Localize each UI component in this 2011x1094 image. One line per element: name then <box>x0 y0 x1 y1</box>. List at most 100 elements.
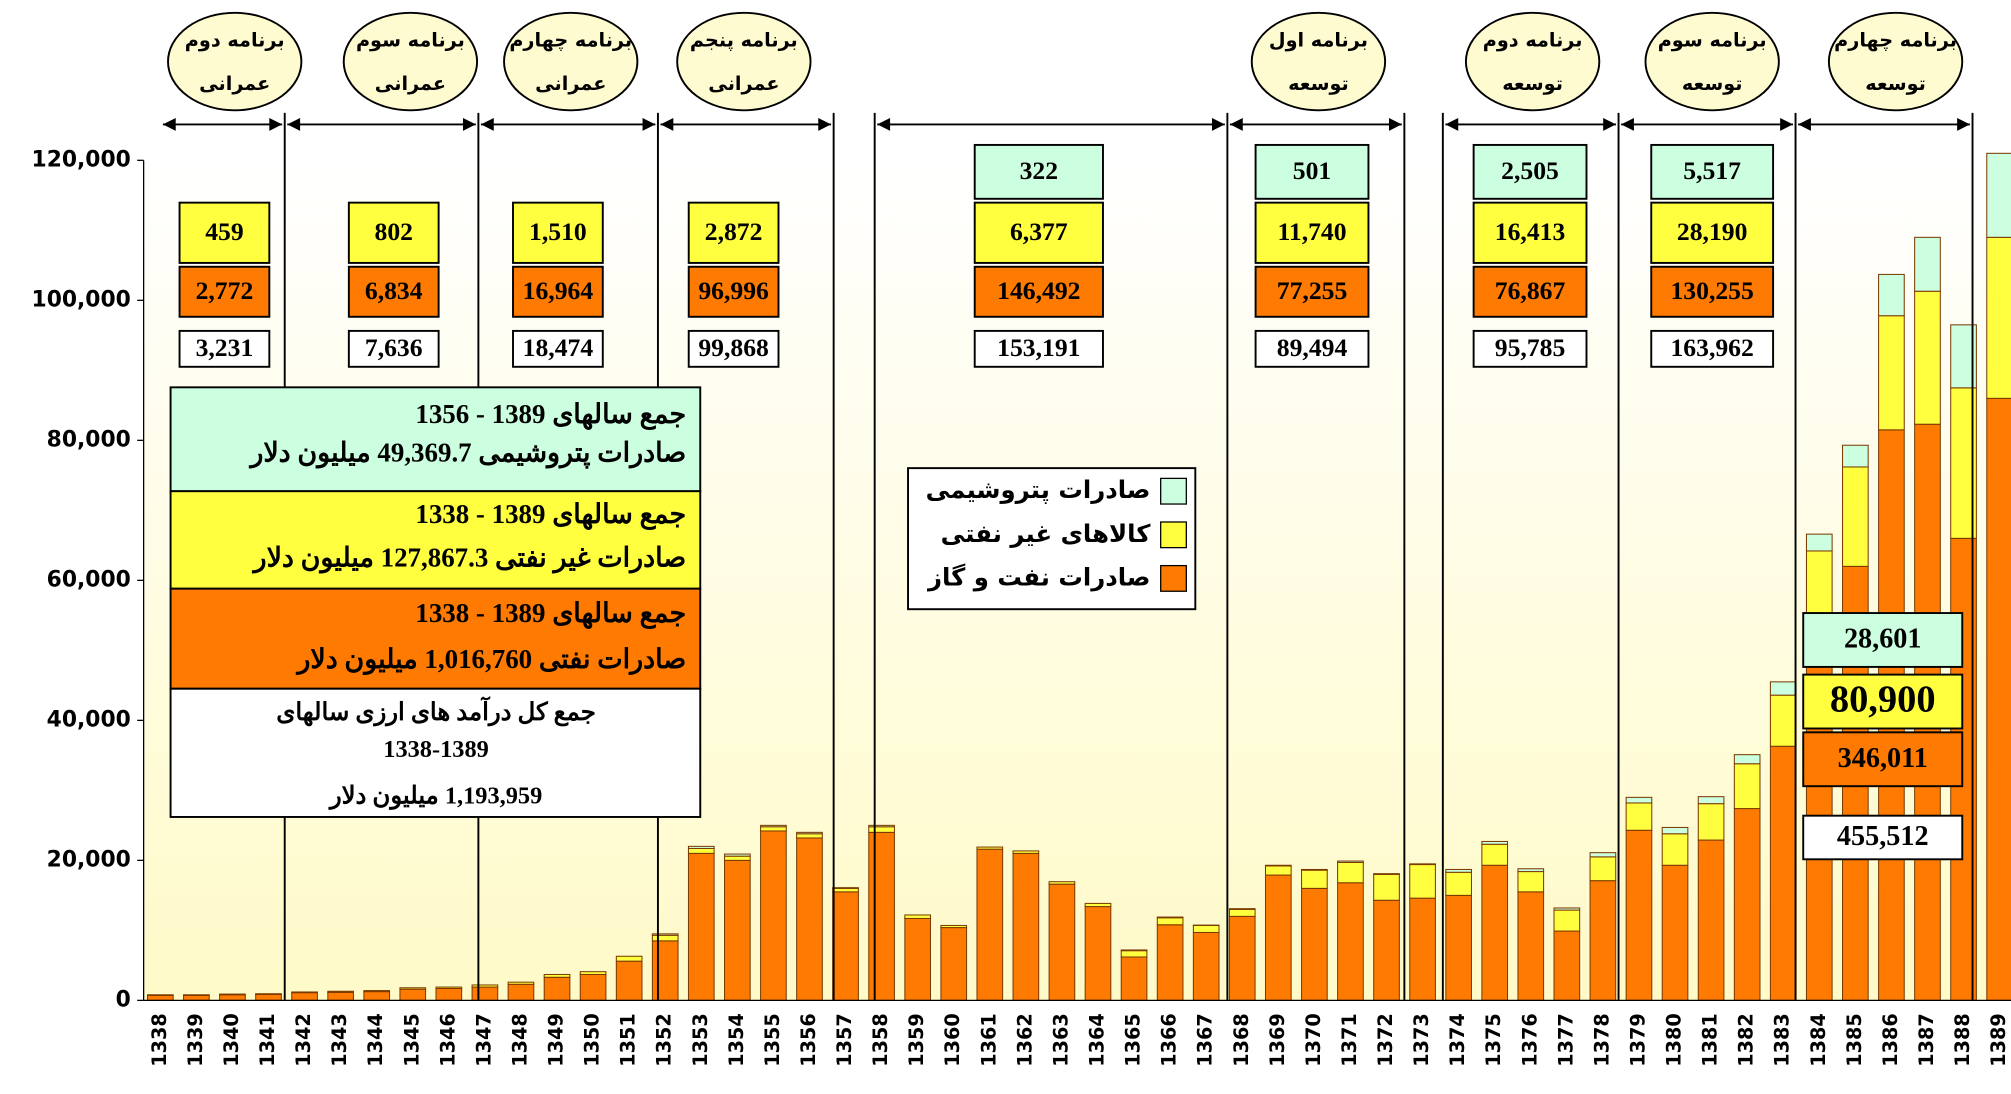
bar-segment <box>543 973 571 978</box>
summary-text: جمع کل درآمد های ارزی سالهای <box>276 696 595 727</box>
bar-segment <box>760 824 787 828</box>
bar-segment <box>1084 902 1112 908</box>
bar-segment <box>1120 949 1148 952</box>
bar-segment <box>183 994 210 1001</box>
bar-segment <box>651 934 679 942</box>
period-box <box>1254 201 1370 264</box>
bar-segment <box>1301 887 1328 1001</box>
y-tick-label: 20,000 <box>47 847 131 872</box>
bar-segment <box>507 983 535 1001</box>
period-box <box>347 265 440 318</box>
bar-segment <box>687 847 715 854</box>
x-tick-label: 1364 <box>1085 1013 1108 1067</box>
bar-segment <box>1048 883 1076 1001</box>
x-tick-label: 1341 <box>256 1013 279 1067</box>
x-tick-label: 1353 <box>689 1013 712 1067</box>
x-tick-label: 1369 <box>1266 1013 1289 1067</box>
bar-segment <box>868 831 895 1001</box>
bar-segment <box>1301 869 1328 889</box>
bar-segment <box>255 993 282 995</box>
period-value: 6,377 <box>1010 217 1068 246</box>
period-box <box>973 329 1104 368</box>
period-value: 2,872 <box>705 217 763 246</box>
x-tick-label: 1373 <box>1410 1013 1433 1067</box>
plan-label: برنامه دوم <box>1483 29 1583 52</box>
bar-segment <box>832 887 859 893</box>
summary-box <box>169 687 702 818</box>
x-tick-label: 1366 <box>1158 1013 1181 1067</box>
bar-segment <box>1156 917 1184 926</box>
bar-segment <box>1481 864 1509 1001</box>
bar-segment <box>1337 860 1364 863</box>
bar-segment <box>724 859 751 1001</box>
bar-segment <box>291 991 318 994</box>
period-value: 163,962 <box>1670 333 1753 362</box>
period-box <box>1254 265 1370 318</box>
bar-segment <box>327 991 354 1001</box>
period-box <box>347 201 440 264</box>
period-value: 16,964 <box>523 276 594 305</box>
bar-segment <box>796 837 823 1001</box>
bar-segment <box>471 986 499 1001</box>
period-value: 802 <box>375 217 413 246</box>
period-value: 346,011 <box>1838 743 1928 774</box>
x-tick-label: 1378 <box>1590 1013 1613 1067</box>
x-tick-label: 1344 <box>364 1013 387 1067</box>
bar-segment <box>1192 931 1220 1001</box>
period-value: 80,900 <box>1830 679 1936 721</box>
period-value: 6,834 <box>365 276 423 305</box>
plan-label: برنامه دوم <box>185 29 285 52</box>
bar-segment <box>976 846 1004 850</box>
bar-segment <box>1228 908 1256 910</box>
period-value: 146,492 <box>997 276 1080 305</box>
period-value: 77,255 <box>1277 276 1348 305</box>
bar-segment <box>1733 808 1761 1001</box>
plan-label: توسعه <box>1865 72 1926 95</box>
bar-segment <box>1878 315 1905 431</box>
period-box <box>512 265 604 318</box>
bar-segment <box>1697 839 1725 1001</box>
bar-segment <box>1697 803 1725 841</box>
period-box <box>687 329 780 368</box>
bar-segment <box>1301 868 1328 871</box>
period-value: 2,772 <box>196 276 254 305</box>
y-tick-label: 100,000 <box>32 287 131 312</box>
x-tick-label: 1367 <box>1194 1013 1217 1067</box>
x-tick-label: 1381 <box>1699 1013 1722 1067</box>
summary-box <box>169 490 702 590</box>
period-box <box>512 201 604 264</box>
plan-label: برنامه چهارم <box>509 29 632 52</box>
bar-segment <box>724 855 751 861</box>
arrow-head <box>162 117 283 131</box>
bar-segment <box>1697 796 1725 805</box>
period-box <box>973 265 1104 318</box>
bar-segment <box>1589 856 1617 882</box>
x-tick-label: 1374 <box>1446 1013 1469 1067</box>
plan-label: برنامه سوم <box>1658 29 1767 52</box>
x-tick-label: 1365 <box>1122 1013 1145 1067</box>
bar-segment <box>1986 152 2011 238</box>
x-tick-label: 1387 <box>1915 1013 1938 1067</box>
period-box <box>512 329 604 368</box>
bar-segment <box>868 826 895 833</box>
bar-segment <box>1769 745 1797 1001</box>
bar-segment <box>399 987 427 990</box>
x-tick-label: 1389 <box>1987 1013 2010 1067</box>
period-box <box>347 329 440 368</box>
period-box <box>1472 143 1588 200</box>
bar-segment <box>435 987 463 1001</box>
plan-oval <box>676 11 812 112</box>
x-tick-label: 1357 <box>833 1013 856 1067</box>
bar-segment <box>1661 826 1689 835</box>
y-tick-label: 120,000 <box>32 147 131 172</box>
x-tick-label: 1354 <box>725 1013 748 1067</box>
x-tick-label: 1342 <box>292 1013 315 1067</box>
summary-text: جمع سالهای 1389 - 1356 <box>415 399 686 431</box>
bar-segment <box>904 914 932 919</box>
bar-segment <box>1842 444 1869 468</box>
bar-segment <box>724 853 751 857</box>
summary-text: جمع سالهای 1389 - 1338 <box>415 499 686 531</box>
bar-segment <box>1445 871 1472 896</box>
period-box <box>1472 329 1588 368</box>
